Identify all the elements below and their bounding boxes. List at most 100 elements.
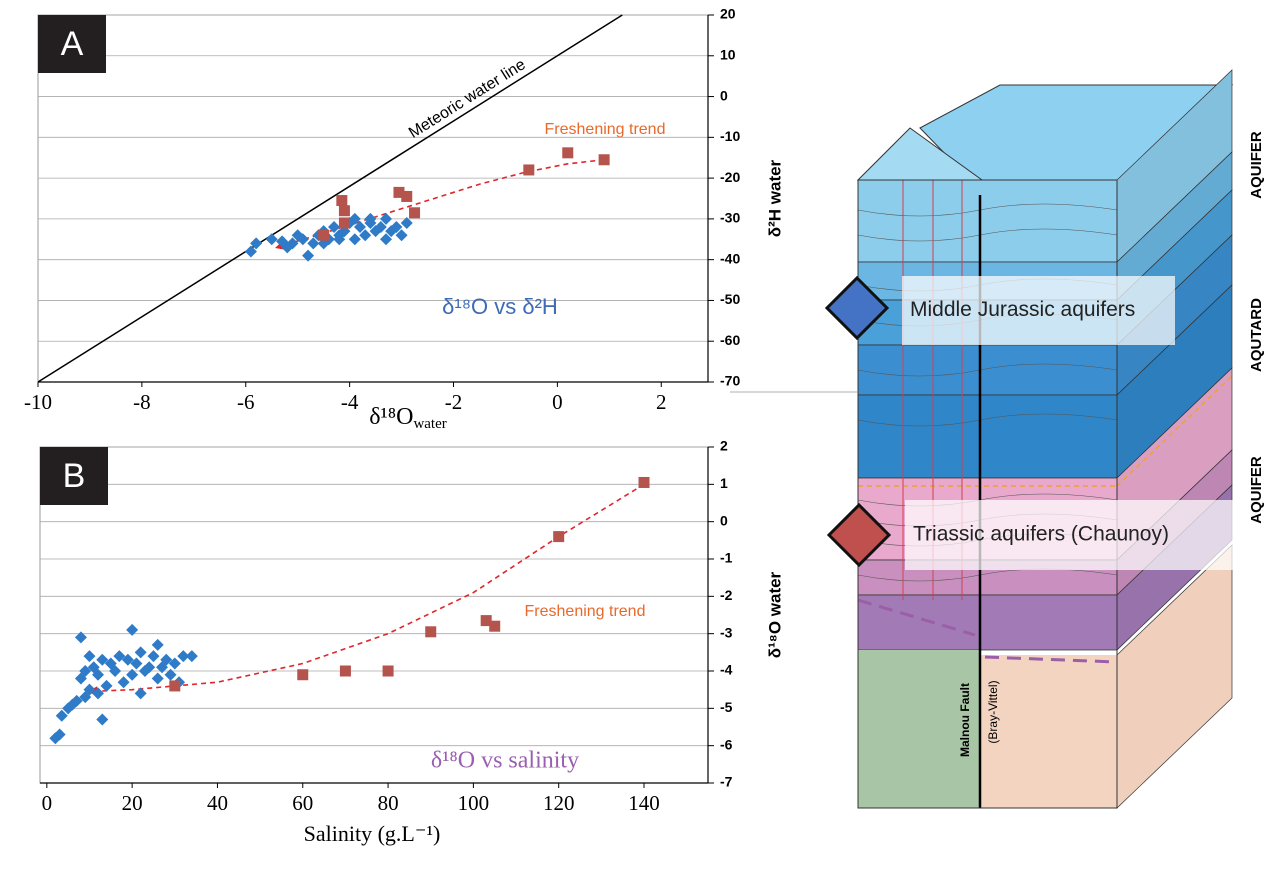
- y-tick-label: -10: [720, 128, 740, 144]
- x-tick-label: 140: [628, 791, 660, 815]
- diamond-marker: [92, 668, 105, 681]
- diamond-marker: [70, 694, 83, 707]
- diamond-marker: [117, 676, 130, 689]
- y-axis-label: δ²H water: [765, 159, 784, 237]
- y-tick-label: 10: [720, 46, 736, 62]
- y-tick-label: -7: [720, 774, 733, 790]
- diamond-marker: [100, 679, 113, 692]
- block-diagram: [856, 69, 1234, 809]
- square-marker: [425, 626, 437, 638]
- rock-layer: [857, 179, 1118, 263]
- plot-frame: [37, 14, 709, 383]
- diamond-marker: [134, 687, 147, 700]
- diamond-marker: [359, 229, 372, 242]
- rock-layer: [857, 394, 1118, 479]
- block-outline: [857, 179, 1118, 809]
- legend-label: Middle Jurassic aquifers: [910, 298, 1135, 321]
- panel-badge: [38, 15, 106, 73]
- diamond-marker: [400, 216, 413, 229]
- y-tick-label: -3: [720, 624, 733, 640]
- dashed-contact: [984, 655, 1118, 664]
- legend-box: [902, 276, 1175, 345]
- x-tick-label: 0: [552, 390, 563, 414]
- x-tick-label: -10: [24, 390, 52, 414]
- square-marker: [409, 207, 421, 219]
- x-axis-label-main: δ¹⁸O: [369, 404, 413, 430]
- basement-right: [980, 655, 1117, 808]
- y-tick-label: -60: [720, 332, 740, 348]
- diamond-marker: [296, 233, 309, 246]
- diamond-marker: [265, 233, 278, 246]
- legend-diamond: [824, 275, 890, 341]
- y-tick-label: 0: [720, 512, 728, 528]
- diamond-marker: [379, 233, 392, 246]
- plot-frame: [39, 446, 709, 784]
- square-marker: [523, 164, 535, 176]
- zone-label: AQUTARD: [1248, 298, 1265, 372]
- y-tick-label: -20: [720, 169, 740, 185]
- square-marker: [382, 665, 394, 677]
- diamond-marker: [328, 221, 341, 234]
- rock-layer: [857, 344, 1118, 396]
- x-tick-label: 0: [42, 791, 53, 815]
- x-tick-label: 40: [207, 791, 228, 815]
- square-marker: [318, 229, 330, 241]
- y-tick-label: -4: [720, 662, 733, 678]
- diamond-marker: [147, 650, 160, 663]
- x-axis-label: Salinity (g.L⁻¹): [304, 821, 441, 846]
- diamond-marker: [96, 713, 109, 726]
- diamond-marker: [83, 683, 96, 696]
- zone-label: AQUIFER: [1248, 131, 1265, 199]
- square-marker: [338, 217, 350, 229]
- diamond-marker: [113, 650, 126, 663]
- panel-letter: B: [63, 457, 86, 495]
- diamond-marker: [92, 687, 105, 700]
- x-axis-label: δ¹⁸Owater: [369, 404, 447, 433]
- diamond-marker: [185, 650, 198, 663]
- x-tick-label: 100: [458, 791, 490, 815]
- diamond-marker: [333, 233, 346, 246]
- diamond-marker: [126, 668, 139, 681]
- x-tick-label: 2: [656, 390, 667, 414]
- diamond-marker: [55, 709, 68, 722]
- zone-label: AQUIFER: [1248, 456, 1265, 524]
- y-tick-label: -6: [720, 736, 733, 752]
- x-tick-label: -6: [237, 390, 255, 414]
- diamond-marker: [281, 241, 294, 254]
- square-marker: [401, 190, 413, 202]
- diamond-marker: [374, 221, 387, 234]
- side-shade: [1117, 70, 1232, 262]
- x-tick-label: -8: [133, 390, 151, 414]
- annotation: δ¹⁸O vs δ²H: [442, 294, 558, 319]
- panel-badge: [40, 447, 108, 505]
- diamond-marker: [177, 650, 190, 663]
- y-tick-label: -1: [720, 550, 733, 566]
- diamond-marker: [130, 657, 143, 670]
- diamond-marker: [96, 653, 109, 666]
- diamond-marker: [126, 623, 139, 636]
- rock-layer: [857, 594, 1118, 651]
- diamond-marker: [348, 212, 361, 225]
- x-tick-label: 80: [378, 791, 399, 815]
- square-marker: [638, 476, 650, 488]
- x-tick-label: 20: [122, 791, 143, 815]
- square-marker: [480, 615, 492, 627]
- y-tick-label: -50: [720, 291, 740, 307]
- diamond-marker: [134, 646, 147, 659]
- y-tick-label: 20: [720, 6, 736, 22]
- diamond-marker: [143, 661, 156, 674]
- y-tick-label: -5: [720, 699, 733, 715]
- diamond-marker: [151, 672, 164, 685]
- x-axis-label-sub: water: [413, 416, 446, 432]
- diamond-marker: [348, 233, 361, 246]
- reference-line: [37, 14, 623, 383]
- annotation: δ¹⁸O vs salinity: [431, 748, 579, 774]
- diamond-marker: [160, 653, 173, 666]
- basement-left: [858, 650, 980, 808]
- diamond-marker: [250, 237, 263, 250]
- y-tick-label: -40: [720, 250, 740, 266]
- diamond-marker: [74, 631, 87, 644]
- y-tick-label: 0: [720, 87, 728, 103]
